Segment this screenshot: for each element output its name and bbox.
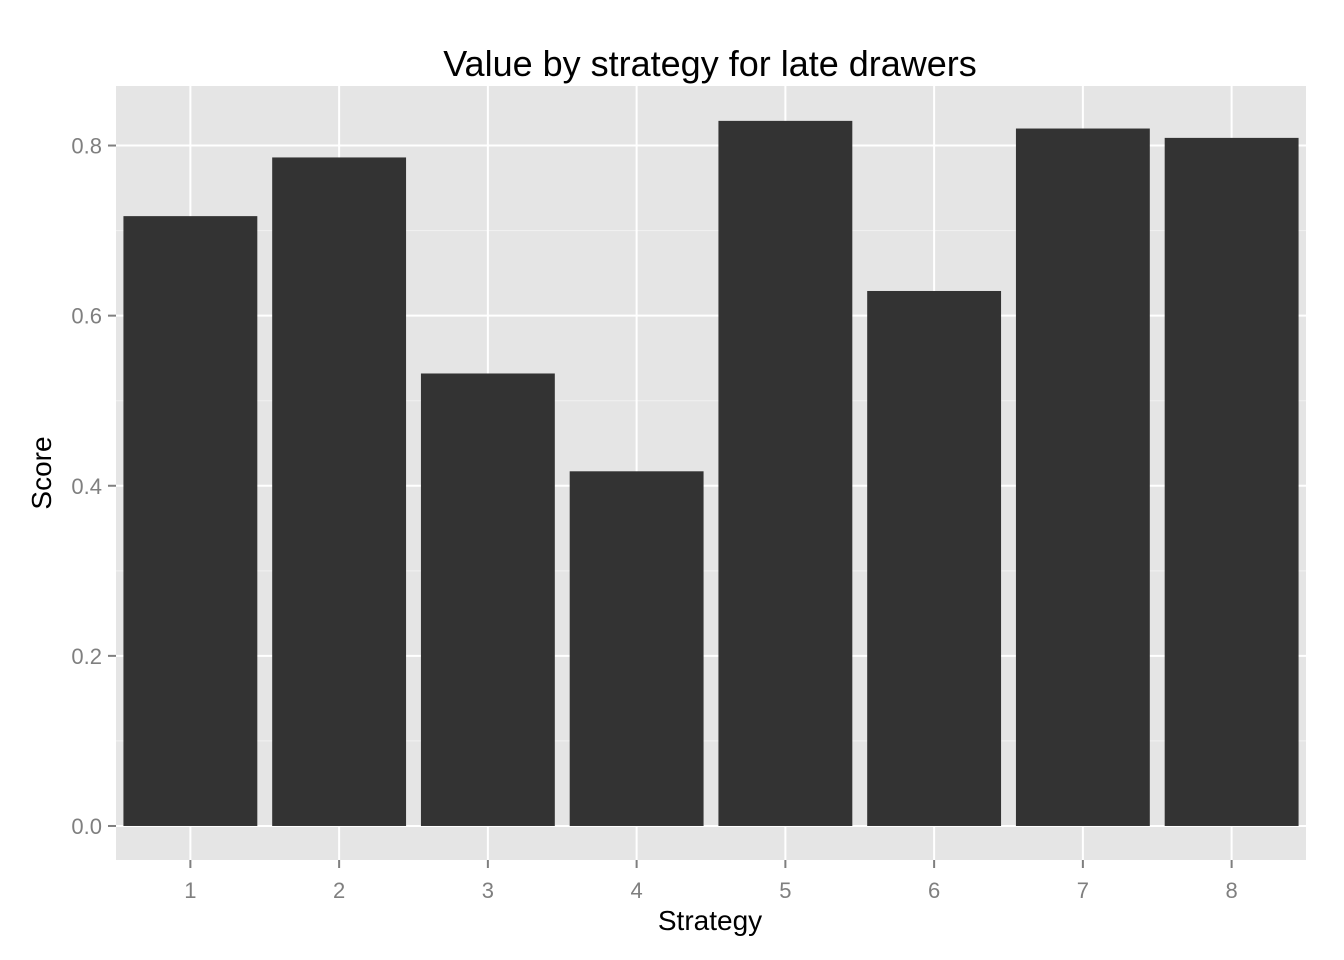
- x-tick-label: 3: [482, 878, 494, 903]
- x-tick-label: 1: [184, 878, 196, 903]
- y-tick-label: 0.2: [71, 644, 102, 669]
- x-tick-label: 4: [631, 878, 643, 903]
- x-axis: 1 2 3 4 5 6 7 8: [184, 860, 1238, 903]
- bar-6: [867, 290, 1002, 826]
- x-tick-label: 2: [333, 878, 345, 903]
- y-tick-label: 0.4: [71, 474, 102, 499]
- x-tick-label: 6: [928, 878, 940, 903]
- bar-8: [1164, 137, 1299, 826]
- x-tick-label: 8: [1226, 878, 1238, 903]
- bar-2: [272, 157, 407, 826]
- bar-5: [718, 120, 853, 826]
- y-tick-label: 0.0: [71, 814, 102, 839]
- y-tick-label: 0.6: [71, 304, 102, 329]
- y-tick-label: 0.8: [71, 134, 102, 159]
- chart-title: Value by strategy for late drawers: [443, 43, 977, 84]
- y-axis-title: Score: [26, 436, 57, 509]
- bar-layer: [123, 120, 1299, 826]
- x-axis-title: Strategy: [658, 905, 762, 936]
- bar-3: [420, 373, 555, 826]
- bar-1: [123, 216, 258, 826]
- bar-7: [1015, 128, 1150, 826]
- x-tick-label: 5: [779, 878, 791, 903]
- x-tick-label: 7: [1077, 878, 1089, 903]
- y-axis: 0.0 0.2 0.4 0.6 0.8: [71, 134, 116, 839]
- bar-4: [569, 471, 704, 826]
